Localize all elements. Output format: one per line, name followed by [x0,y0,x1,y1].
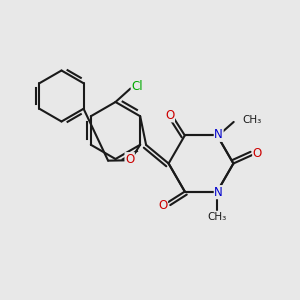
Text: CH₃: CH₃ [242,116,261,125]
Text: Cl: Cl [131,80,143,93]
Text: CH₃: CH₃ [208,212,227,222]
Text: O: O [253,147,262,160]
Text: O: O [125,153,134,166]
Text: N: N [214,186,223,199]
Text: O: O [165,109,174,122]
Text: O: O [158,199,167,212]
Text: N: N [214,128,223,141]
